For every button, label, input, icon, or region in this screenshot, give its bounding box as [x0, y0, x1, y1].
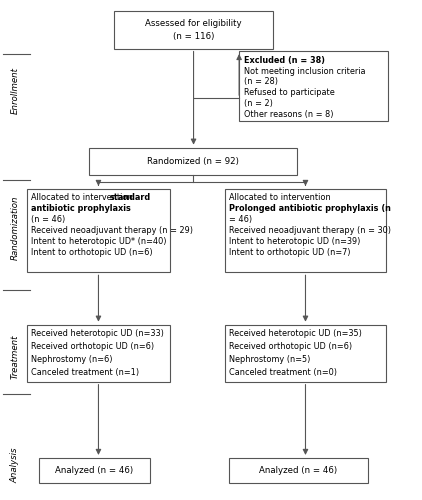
FancyBboxPatch shape	[89, 148, 297, 176]
Text: Received heterotopic UD (n=33): Received heterotopic UD (n=33)	[31, 329, 164, 338]
Text: Nephrostomy (n=5): Nephrostomy (n=5)	[229, 355, 311, 364]
Text: Intent to orthotopic UD (n=7): Intent to orthotopic UD (n=7)	[229, 248, 351, 257]
Text: Analyzed (n = 46): Analyzed (n = 46)	[260, 466, 338, 475]
FancyBboxPatch shape	[225, 324, 386, 382]
Text: Not meeting inclusion criteria: Not meeting inclusion criteria	[244, 66, 365, 76]
Text: Randomized (n = 92): Randomized (n = 92)	[146, 157, 238, 166]
FancyBboxPatch shape	[27, 189, 170, 272]
Text: (n = 28): (n = 28)	[244, 78, 278, 86]
Text: Received neoadjuvant therapy (n = 29): Received neoadjuvant therapy (n = 29)	[31, 226, 193, 235]
Text: (n = 116): (n = 116)	[173, 32, 214, 41]
FancyBboxPatch shape	[27, 324, 170, 382]
Text: Intent to heterotopic UD (n=39): Intent to heterotopic UD (n=39)	[229, 237, 360, 246]
Text: Received neoadjuvant therapy (n = 30): Received neoadjuvant therapy (n = 30)	[229, 226, 391, 235]
Text: Received orthotopic UD (n=6): Received orthotopic UD (n=6)	[229, 342, 352, 351]
Text: Intent to orthotopic UD (n=6): Intent to orthotopic UD (n=6)	[31, 248, 153, 257]
Text: Canceled treatment (n=0): Canceled treatment (n=0)	[229, 368, 337, 377]
FancyBboxPatch shape	[39, 458, 150, 482]
Text: Canceled treatment (n=1): Canceled treatment (n=1)	[31, 368, 139, 377]
Text: Assessed for eligibility: Assessed for eligibility	[145, 19, 242, 28]
Text: Treatment: Treatment	[11, 334, 20, 379]
Text: Refused to participate: Refused to participate	[244, 88, 335, 98]
Text: Enrollment: Enrollment	[11, 68, 20, 114]
FancyBboxPatch shape	[114, 12, 273, 49]
Text: Received orthotopic UD (n=6): Received orthotopic UD (n=6)	[31, 342, 154, 351]
Text: Randomization: Randomization	[11, 196, 20, 260]
Text: Intent to heterotopic UD* (n=40): Intent to heterotopic UD* (n=40)	[31, 237, 167, 246]
Text: Allocated to intervention: Allocated to intervention	[229, 194, 331, 202]
Text: = 46): = 46)	[229, 215, 252, 224]
Text: standard: standard	[110, 194, 151, 202]
Text: Allocated to intervention: Allocated to intervention	[31, 194, 135, 202]
Text: antibiotic prophylaxis: antibiotic prophylaxis	[31, 204, 131, 213]
Text: Other reasons (n = 8): Other reasons (n = 8)	[244, 110, 333, 120]
Text: Analyzed (n = 46): Analyzed (n = 46)	[55, 466, 133, 475]
Text: Nephrostomy (n=6): Nephrostomy (n=6)	[31, 355, 113, 364]
Text: Analysis: Analysis	[11, 447, 20, 482]
FancyBboxPatch shape	[225, 189, 386, 272]
Text: Prolonged antibiotic prophylaxis (n: Prolonged antibiotic prophylaxis (n	[229, 204, 391, 213]
Text: Received heterotopic UD (n=35): Received heterotopic UD (n=35)	[229, 329, 362, 338]
FancyBboxPatch shape	[239, 51, 388, 120]
FancyBboxPatch shape	[229, 458, 368, 482]
Text: (n = 2): (n = 2)	[244, 100, 273, 108]
Text: Excluded (n = 38): Excluded (n = 38)	[244, 56, 325, 64]
Text: (n = 46): (n = 46)	[31, 215, 65, 224]
